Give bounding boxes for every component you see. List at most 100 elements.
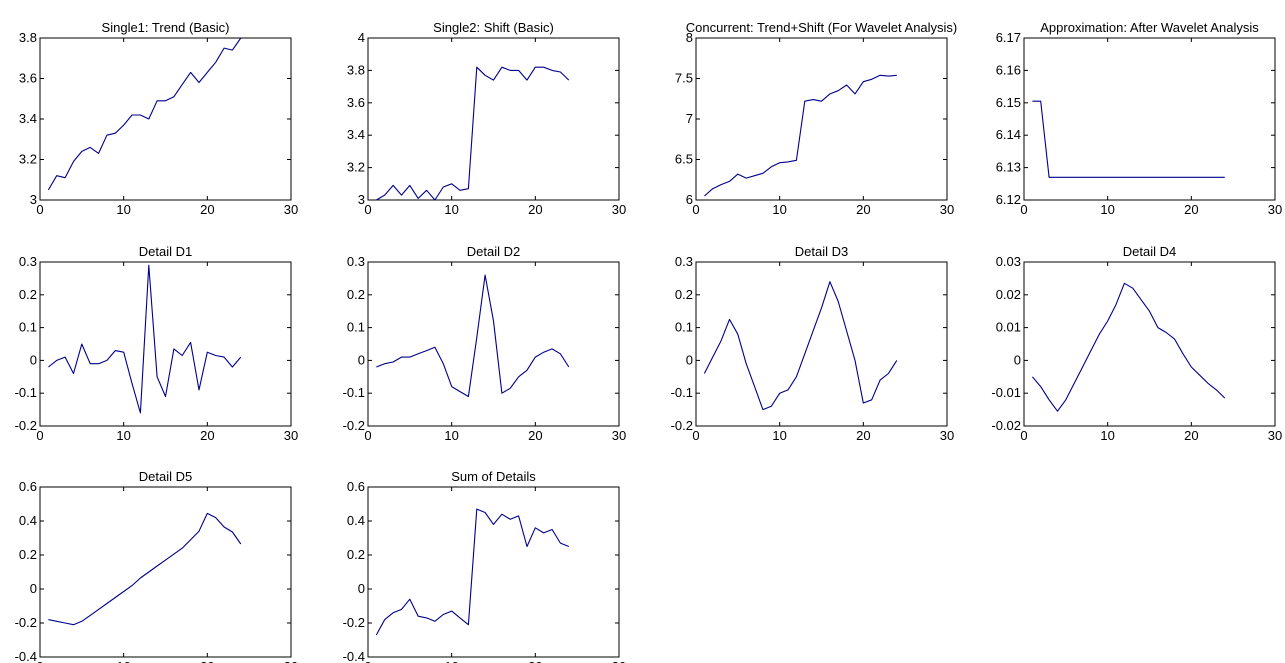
y-tick-label: 0.6: [19, 479, 37, 494]
series-line: [376, 274, 570, 398]
x-tick-label: 20: [856, 202, 870, 217]
x-tick-label: 0: [692, 428, 699, 443]
y-tick-label: -0.01: [991, 385, 1021, 400]
subplot-9: 0 10 20 30 -0.4 -0.2 0 0.2 0.4 0.6 Detail D5: [15, 469, 299, 663]
subplot-2: 0 10 20 30 3 3.2 3.4 3.6 3.8 4 Single2: Shift (Bas…: [347, 20, 626, 217]
x-tick-label: 30: [284, 202, 298, 217]
x-tick-label: 0: [364, 428, 371, 443]
y-tick-label: 6.16: [996, 62, 1021, 77]
x-tick-label: 20: [200, 428, 214, 443]
y-tick-label: 0.2: [347, 547, 365, 562]
y-tick-label: 3.4: [347, 127, 365, 142]
y-tick-label: 0.4: [347, 513, 365, 528]
subplot-title: Detail D3: [795, 244, 848, 259]
x-tick-label: 0: [692, 202, 699, 217]
series-line: [703, 281, 898, 411]
subplot-title: Concurrent: Trend+Shift (For Wavelet Ana…: [686, 20, 958, 35]
subplot-1: 0 10 20 30 3 3.2 3.4 3.6 3.8 Single1: Trend (Basi…: [19, 20, 298, 217]
y-tick-label: 3: [358, 192, 365, 207]
x-tick-label: 30: [612, 659, 626, 663]
y-tick-label: 0.2: [19, 287, 37, 302]
axes-frame: [695, 261, 948, 427]
x-tick-label: 30: [284, 428, 298, 443]
x-tick-label: 30: [612, 202, 626, 217]
subplot-title: Approximation: After Wavelet Analysis: [1040, 20, 1259, 35]
y-tick-label: -0.2: [15, 615, 37, 630]
x-tick-label: 0: [1020, 202, 1027, 217]
axes-frame: [39, 37, 292, 201]
y-tick-label: -0.4: [15, 649, 37, 663]
y-tick-label: 0.1: [675, 320, 693, 335]
x-tick-label: 0: [36, 659, 43, 663]
y-tick-label: 0.6: [347, 479, 365, 494]
x-tick-label: 20: [1184, 202, 1198, 217]
x-tick-label: 10: [1100, 202, 1114, 217]
x-tick-label: 20: [856, 428, 870, 443]
series-line: [376, 66, 570, 201]
y-tick-label: 0.02: [996, 287, 1021, 302]
y-tick-label: 0.1: [347, 320, 365, 335]
subplot-4: 0 10 20 30 6.12 6.13 6.14 6.15 6.16 6.17 Approxima…: [996, 20, 1283, 217]
y-tick-label: -0.2: [671, 418, 693, 433]
x-tick-label: 10: [1100, 428, 1114, 443]
subplot-10: 0 10 20 30 -0.4 -0.2 0 0.2 0.4 0.6 Sum of Details: [343, 469, 627, 663]
y-tick-label: -0.1: [343, 385, 365, 400]
y-tick-label: 6.14: [996, 127, 1021, 142]
x-tick-label: 30: [940, 428, 954, 443]
x-tick-label: 20: [528, 428, 542, 443]
y-tick-label: 6.5: [675, 152, 693, 167]
x-tick-label: 20: [528, 202, 542, 217]
x-tick-label: 20: [1184, 428, 1198, 443]
y-tick-label: 0.4: [19, 513, 37, 528]
x-tick-label: 10: [444, 202, 458, 217]
y-tick-label: 4: [358, 30, 365, 45]
y-tick-label: -0.1: [671, 385, 693, 400]
x-tick-label: 30: [940, 202, 954, 217]
subplot-title: Detail D2: [467, 244, 520, 259]
subplot-title: Single2: Shift (Basic): [433, 20, 554, 35]
y-tick-label: 0.03: [996, 254, 1021, 269]
y-tick-label: 0: [686, 352, 693, 367]
series-line: [704, 74, 897, 197]
y-tick-label: 3.6: [347, 95, 365, 110]
x-tick-label: 30: [612, 428, 626, 443]
y-tick-label: -0.02: [991, 418, 1021, 433]
series-line: [1031, 282, 1226, 412]
axes-frame: [367, 37, 620, 201]
series-line: [1032, 100, 1225, 178]
x-tick-label: 30: [1268, 428, 1282, 443]
subplot-title: Sum of Details: [451, 469, 536, 484]
x-tick-label: 0: [364, 202, 371, 217]
y-tick-label: 0.3: [347, 254, 365, 269]
y-tick-label: 3.4: [19, 111, 37, 126]
y-tick-label: 3.8: [347, 62, 365, 77]
y-tick-label: 3: [30, 192, 37, 207]
y-tick-label: -0.2: [343, 418, 365, 433]
x-tick-label: 10: [772, 428, 786, 443]
y-tick-label: -0.2: [15, 418, 37, 433]
y-tick-label: 7: [686, 111, 693, 126]
y-tick-label: 0: [358, 352, 365, 367]
axes-frame: [1023, 261, 1276, 427]
x-tick-label: 0: [364, 659, 371, 663]
subplot-title: Detail D4: [1123, 244, 1176, 259]
y-tick-label: 6.12: [996, 192, 1021, 207]
y-tick-label: 7.5: [675, 71, 693, 86]
subplot-title: Detail D5: [139, 469, 192, 484]
x-tick-label: 10: [116, 659, 130, 663]
y-tick-label: 6: [686, 192, 693, 207]
x-tick-label: 0: [1020, 428, 1027, 443]
x-tick-label: 10: [116, 202, 130, 217]
subplot-title: Detail D1: [139, 244, 192, 259]
y-tick-label: 0: [358, 581, 365, 596]
y-tick-label: 0.1: [19, 320, 37, 335]
y-tick-label: 0.2: [347, 287, 365, 302]
y-tick-label: 3.6: [19, 71, 37, 86]
y-tick-label: 0.01: [996, 320, 1021, 335]
axes-frame: [39, 486, 292, 658]
series-line: [48, 264, 242, 414]
y-tick-label: 6.17: [996, 30, 1021, 45]
axes-frame: [39, 261, 292, 427]
axes-frame: [367, 486, 620, 658]
x-tick-label: 30: [1268, 202, 1282, 217]
